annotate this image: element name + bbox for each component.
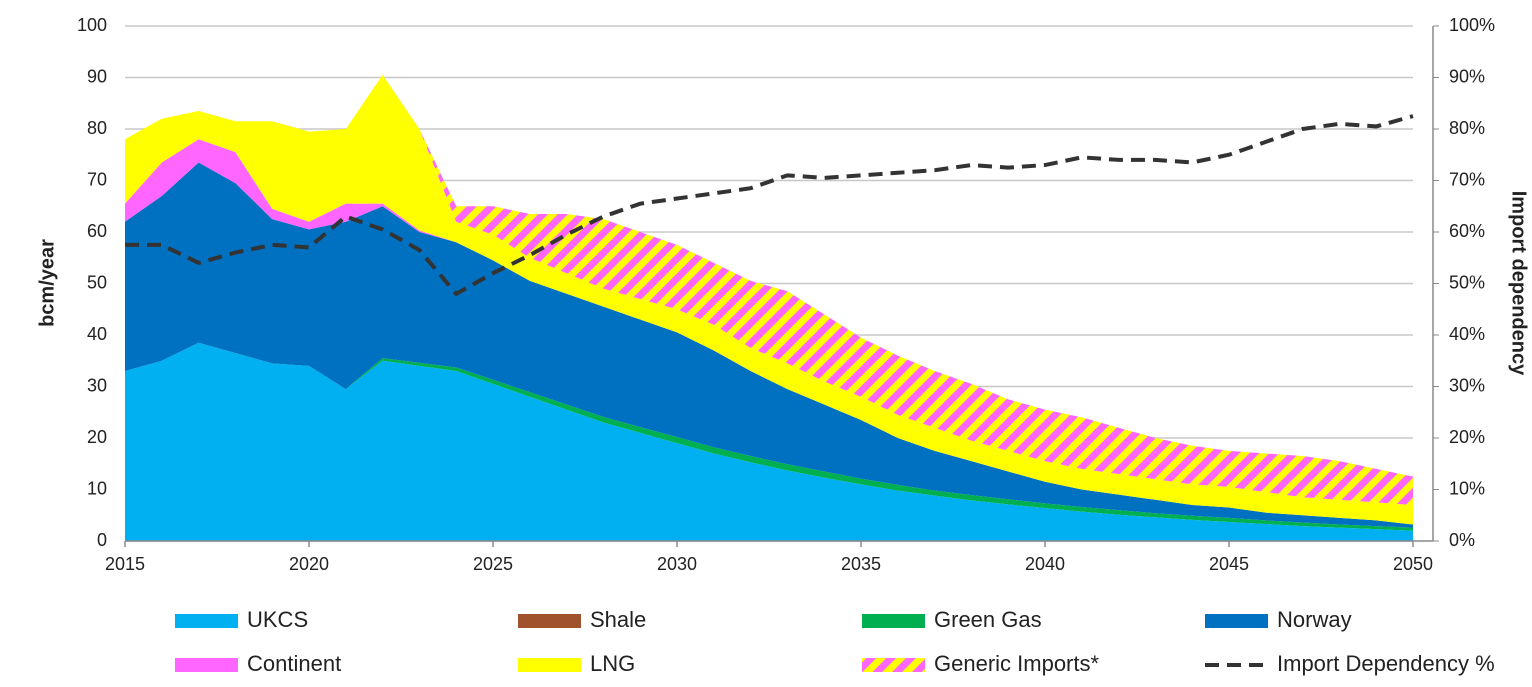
y-tick-label: 50	[87, 272, 107, 292]
y2-tick-label: 20%	[1449, 427, 1485, 447]
y2-tick-label: 10%	[1449, 478, 1485, 498]
x-tick-label: 2025	[473, 554, 513, 574]
legend-label: Norway	[1277, 607, 1352, 632]
legend-swatch	[862, 658, 925, 672]
y2-axis-title: Import dependency	[1508, 191, 1530, 376]
legend-swatch	[175, 614, 238, 628]
area	[125, 162, 1413, 528]
x-tick-label: 2045	[1209, 554, 1249, 574]
y-tick-label: 70	[87, 169, 107, 189]
legend-label: Green Gas	[934, 607, 1042, 632]
x-tick-label: 2050	[1393, 554, 1433, 574]
y-tick-label: 100	[77, 15, 107, 35]
y-tick-label: 20	[87, 427, 107, 447]
legend-swatch	[518, 658, 581, 672]
y-tick-label: 60	[87, 221, 107, 241]
y2-tick-label: 60%	[1449, 221, 1485, 241]
y-tick-label: 90	[87, 66, 107, 86]
line	[125, 114, 1414, 297]
y2-tick-label: 0%	[1449, 530, 1475, 550]
y2-tick-label: 30%	[1449, 375, 1485, 395]
y2-tick-label: 70%	[1449, 169, 1485, 189]
y-tick-label: 0	[97, 530, 107, 550]
x-tick-label: 2040	[1025, 554, 1065, 574]
y-tick-label: 80	[87, 118, 107, 138]
x-tick-label: 2020	[289, 554, 329, 574]
legend-label: UKCS	[247, 607, 308, 632]
legend-swatch	[518, 614, 581, 628]
x-tick-label: 2015	[105, 554, 145, 574]
area	[125, 342, 1413, 541]
legend-label: LNG	[590, 651, 635, 676]
y-tick-label: 40	[87, 324, 107, 344]
y2-tick-label: 100%	[1449, 15, 1495, 35]
y-tick-label: 10	[87, 478, 107, 498]
legend-swatch	[862, 614, 925, 628]
x-tick-label: 2030	[657, 554, 697, 574]
legend-label: Continent	[247, 651, 341, 676]
legend-label: Generic Imports*	[934, 651, 1099, 676]
legend-label: Import Dependency %	[1277, 651, 1495, 676]
y-axis-title: bcm/year	[36, 239, 58, 327]
y2-tick-label: 80%	[1449, 118, 1485, 138]
y2-tick-label: 90%	[1449, 66, 1485, 86]
x-tick-label: 2035	[841, 554, 881, 574]
area	[125, 74, 1413, 505]
legend-label: Shale	[590, 607, 646, 632]
y-tick-label: 30	[87, 375, 107, 395]
legend-swatch	[175, 658, 238, 672]
y2-tick-label: 50%	[1449, 272, 1485, 292]
y2-tick-label: 40%	[1449, 324, 1485, 344]
legend-swatch	[1205, 614, 1268, 628]
